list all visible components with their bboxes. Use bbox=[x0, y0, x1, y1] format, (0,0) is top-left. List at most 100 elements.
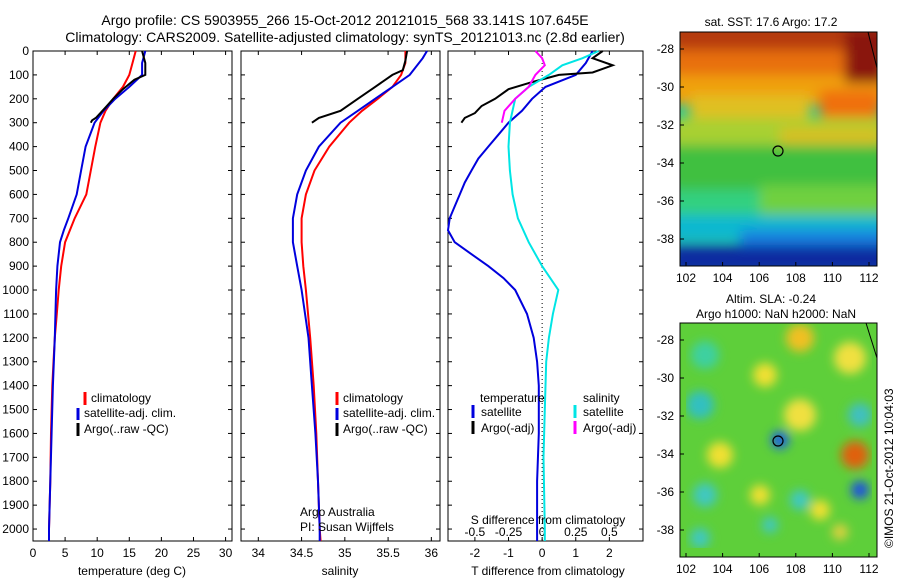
series-line-salinity-satellite bbox=[507, 50, 600, 541]
ytick-label: 1300 bbox=[2, 355, 29, 369]
sla-map-frame bbox=[679, 322, 878, 558]
xtick-label: 20 bbox=[155, 546, 169, 560]
tdiff-xlabel: T difference from climatology bbox=[471, 564, 625, 578]
map-xtick-label: 106 bbox=[749, 271, 769, 285]
salinity-panel-frame bbox=[240, 50, 441, 542]
xtick-label: 34.5 bbox=[290, 546, 314, 560]
map-ytick-label: -28 bbox=[657, 333, 675, 347]
ytick-label: 1400 bbox=[2, 379, 29, 393]
map-xtick-label: 108 bbox=[786, 271, 806, 285]
legend-satellite: satellite-adj. clim. bbox=[84, 406, 176, 420]
ytick-label: 300 bbox=[9, 116, 29, 130]
map-ytick-label: -32 bbox=[657, 409, 675, 423]
map-ytick-label: -30 bbox=[657, 80, 675, 94]
ytick-label: 1600 bbox=[2, 426, 29, 440]
xtick-label: 30 bbox=[219, 546, 233, 560]
xtick-label: 34 bbox=[252, 546, 266, 560]
map-xtick-label: 104 bbox=[713, 271, 733, 285]
imos-timestamp: ©IMOS 21-Oct-2012 10:04:03 bbox=[882, 388, 896, 548]
legend-s-satellite: satellite bbox=[583, 405, 624, 419]
series-line-argo-raw-qc- bbox=[89, 50, 147, 124]
profile-lines bbox=[48, 50, 616, 542]
sla-map-title1: Altim. SLA: -0.24 bbox=[726, 292, 816, 306]
ytick-label: 1100 bbox=[3, 307, 29, 321]
legend-s-argo: Argo(-adj) bbox=[583, 421, 636, 435]
map-xtick-label: 106 bbox=[749, 562, 769, 576]
salinity-xlabel: salinity bbox=[322, 564, 359, 578]
sst-coastline bbox=[867, 31, 878, 69]
ytick-label: 1000 bbox=[2, 283, 29, 297]
sla-argo-location-marker bbox=[772, 435, 784, 447]
ytick-label: 1200 bbox=[2, 331, 29, 345]
legend-argo: Argo(..raw -QC) bbox=[343, 422, 428, 436]
difference-panel-frame bbox=[447, 50, 644, 542]
xtick-label: 10 bbox=[91, 546, 105, 560]
xtick-label: 2 bbox=[606, 546, 613, 560]
map-ytick-label: -34 bbox=[657, 156, 675, 170]
sla-coastline bbox=[865, 322, 878, 359]
sst-map-title: sat. SST: 17.6 Argo: 17.2 bbox=[705, 15, 838, 29]
sdiff-tick-label: -0.25 bbox=[495, 525, 523, 539]
sdiff-tick-label: -0.5 bbox=[465, 525, 486, 539]
legend-climatology: climatology bbox=[91, 391, 151, 405]
temperature-xlabel: temperature (deg C) bbox=[78, 564, 186, 578]
temperature-legend: climatology satellite-adj. clim. Argo(..… bbox=[76, 391, 176, 436]
credit-line1: Argo Australia bbox=[300, 505, 375, 519]
map-ytick-label: -30 bbox=[657, 371, 675, 385]
series-line-temperature-argo-adj- bbox=[460, 50, 616, 124]
credit-line2: PI: Susan Wijffels bbox=[300, 520, 394, 534]
ytick-label: 600 bbox=[9, 187, 29, 201]
map-ytick-label: -38 bbox=[657, 523, 675, 537]
ytick-label: 1500 bbox=[2, 403, 29, 417]
ytick-label: 100 bbox=[9, 68, 29, 82]
ytick-label: 500 bbox=[9, 164, 29, 178]
ytick-label: 900 bbox=[9, 259, 29, 273]
map-xtick-label: 104 bbox=[713, 562, 733, 576]
sdiff-xlabel: S difference from climatology bbox=[471, 513, 626, 527]
legend-t-argo: Argo(-adj) bbox=[481, 421, 534, 435]
ytick-label: 400 bbox=[9, 140, 29, 154]
map-ytick-label: -36 bbox=[657, 485, 675, 499]
series-line-temperature-satellite bbox=[446, 50, 594, 541]
map-xtick-label: 102 bbox=[676, 271, 696, 285]
difference-legend: temperature satellite Argo(-adj) salinit… bbox=[471, 391, 636, 435]
series-line-argo-raw-qc- bbox=[311, 50, 409, 124]
xtick-label: 25 bbox=[187, 546, 201, 560]
series-line-salinity-argo-adj- bbox=[500, 50, 546, 123]
figure-title-line1: Argo profile: CS 5903955_266 15-Oct-2012… bbox=[101, 12, 588, 28]
sdiff-tick-label: 0.5 bbox=[601, 525, 618, 539]
temperature-panel-frame bbox=[32, 50, 233, 542]
map-ytick-label: -34 bbox=[657, 447, 675, 461]
map-ytick-label: -32 bbox=[657, 118, 675, 132]
sst-argo-location-marker bbox=[772, 145, 784, 157]
sdiff-tick-label: 0.25 bbox=[564, 525, 588, 539]
axis-ticks: 0100200300400500600700800900100011001200… bbox=[2, 44, 643, 560]
xtick-label: 0 bbox=[539, 546, 546, 560]
ytick-label: 0 bbox=[22, 44, 29, 58]
ytick-label: 1700 bbox=[2, 450, 29, 464]
figure-title-line2: Climatology: CARS2009. Satellite-adjuste… bbox=[65, 29, 625, 45]
xtick-label: -1 bbox=[503, 546, 514, 560]
ytick-label: 1900 bbox=[2, 498, 29, 512]
ytick-label: 1800 bbox=[2, 474, 29, 488]
map-ytick-label: -38 bbox=[657, 232, 675, 246]
xtick-label: 35 bbox=[338, 546, 352, 560]
legend-t-satellite: satellite bbox=[481, 405, 522, 419]
ytick-label: 200 bbox=[9, 92, 29, 106]
map-xtick-label: 112 bbox=[859, 271, 878, 285]
map-ytick-label: -28 bbox=[657, 42, 675, 56]
ytick-label: 700 bbox=[9, 211, 29, 225]
legend-temperature-heading: temperature bbox=[480, 391, 545, 405]
sla-map-title2: Argo h1000: NaN h2000: NaN bbox=[696, 307, 856, 321]
legend-satellite: satellite-adj. clim. bbox=[343, 406, 435, 420]
map-xtick-label: 102 bbox=[676, 562, 696, 576]
sst-map-frame bbox=[679, 31, 878, 267]
xtick-label: 15 bbox=[123, 546, 137, 560]
ytick-label: 2000 bbox=[2, 522, 29, 536]
series-line-satellite-adj-clim- bbox=[291, 50, 428, 541]
map-axis-ticks: 102 104 106 108 110 112 -28 -30 -32 -34 -36 -38 102 1… bbox=[657, 42, 879, 576]
xtick-label: 36 bbox=[425, 546, 439, 560]
xtick-label: 35.5 bbox=[376, 546, 400, 560]
